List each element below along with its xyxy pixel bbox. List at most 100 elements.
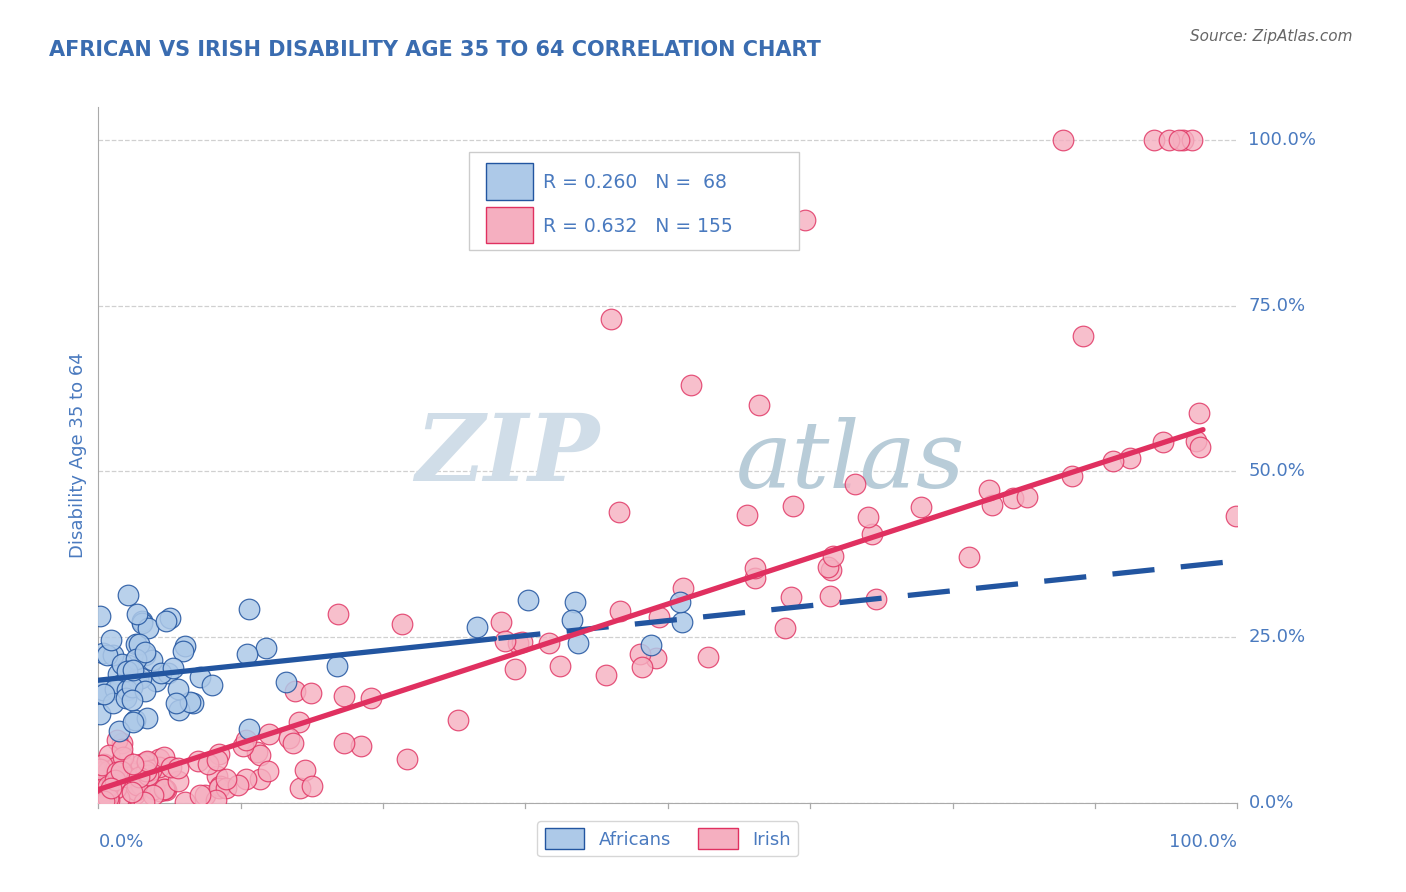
Point	[94, 763, 117, 777]
Point	[136, 768, 159, 782]
Point	[149, 769, 172, 783]
Point	[672, 582, 695, 596]
Point	[107, 723, 129, 738]
Point	[780, 590, 803, 604]
Point	[238, 723, 260, 737]
Point	[205, 753, 228, 767]
Point	[100, 776, 122, 790]
Y-axis label: Disability Age 35 to 64: Disability Age 35 to 64	[69, 352, 87, 558]
Point	[167, 761, 190, 775]
Point	[134, 684, 156, 698]
Point	[215, 772, 238, 786]
Point	[121, 680, 143, 694]
Point	[148, 752, 170, 766]
Point	[1001, 491, 1024, 505]
Point	[821, 549, 844, 564]
Point	[249, 748, 271, 763]
Point	[89, 763, 111, 777]
Point	[111, 736, 134, 750]
Point	[301, 686, 323, 700]
Point	[97, 793, 120, 807]
Point	[977, 483, 1000, 497]
Point	[818, 589, 841, 603]
Point	[145, 674, 167, 689]
Point	[166, 774, 188, 789]
Point	[97, 764, 120, 778]
Point	[595, 668, 617, 682]
Point	[115, 682, 138, 697]
Point	[91, 683, 114, 698]
Point	[110, 764, 132, 778]
Point	[910, 500, 932, 514]
Point	[235, 733, 257, 747]
Point	[276, 675, 298, 690]
Point	[1119, 451, 1142, 466]
Point	[89, 773, 111, 788]
Point	[173, 795, 195, 809]
Point	[679, 378, 702, 392]
Point	[135, 756, 157, 770]
Point	[96, 648, 118, 662]
Point	[1071, 329, 1094, 343]
Point	[333, 736, 356, 750]
Point	[668, 594, 690, 608]
Point	[128, 770, 150, 784]
Point	[215, 781, 238, 796]
Point	[491, 615, 513, 630]
Text: R = 0.260   N =  68: R = 0.260 N = 68	[543, 173, 727, 193]
Point	[548, 659, 571, 673]
Text: 0.0%: 0.0%	[1249, 794, 1294, 812]
Point	[121, 766, 143, 780]
Point	[131, 616, 153, 631]
Point	[671, 615, 693, 629]
Point	[139, 763, 162, 777]
Text: Source: ZipAtlas.com: Source: ZipAtlas.com	[1189, 29, 1353, 44]
Point	[103, 648, 125, 662]
Point	[259, 727, 281, 741]
Point	[167, 681, 190, 696]
Point	[129, 671, 152, 685]
Point	[125, 651, 148, 665]
Text: 0.0%: 0.0%	[98, 833, 143, 851]
FancyBboxPatch shape	[485, 163, 533, 200]
Point	[564, 595, 586, 609]
Point	[167, 703, 190, 717]
Point	[91, 758, 114, 772]
Point	[630, 659, 652, 673]
Point	[510, 635, 533, 649]
Point	[773, 621, 796, 635]
Point	[135, 756, 157, 770]
Point	[131, 614, 153, 628]
Point	[96, 777, 118, 791]
Point	[93, 794, 115, 808]
Point	[181, 696, 204, 710]
Point	[111, 750, 134, 764]
Point	[111, 657, 134, 672]
Point	[124, 713, 146, 727]
Point	[860, 527, 883, 541]
Point	[105, 764, 128, 779]
Point	[190, 670, 212, 684]
Point	[648, 609, 671, 624]
Point	[111, 742, 134, 756]
Point	[97, 780, 120, 794]
Point	[117, 657, 139, 672]
Point	[207, 747, 229, 761]
Point	[97, 790, 120, 805]
Point	[150, 665, 173, 680]
Point	[697, 650, 720, 665]
Point	[160, 760, 183, 774]
Point	[101, 696, 124, 710]
Point	[600, 312, 623, 326]
Text: atlas: atlas	[737, 417, 966, 507]
Point	[467, 620, 489, 634]
Point	[105, 732, 128, 747]
Point	[124, 787, 146, 801]
Text: R = 0.632   N = 155: R = 0.632 N = 155	[543, 217, 733, 235]
Point	[609, 604, 631, 618]
Point	[865, 592, 887, 607]
Point	[1015, 491, 1038, 505]
Point	[1157, 133, 1180, 147]
Point	[129, 756, 152, 771]
Point	[201, 678, 224, 692]
